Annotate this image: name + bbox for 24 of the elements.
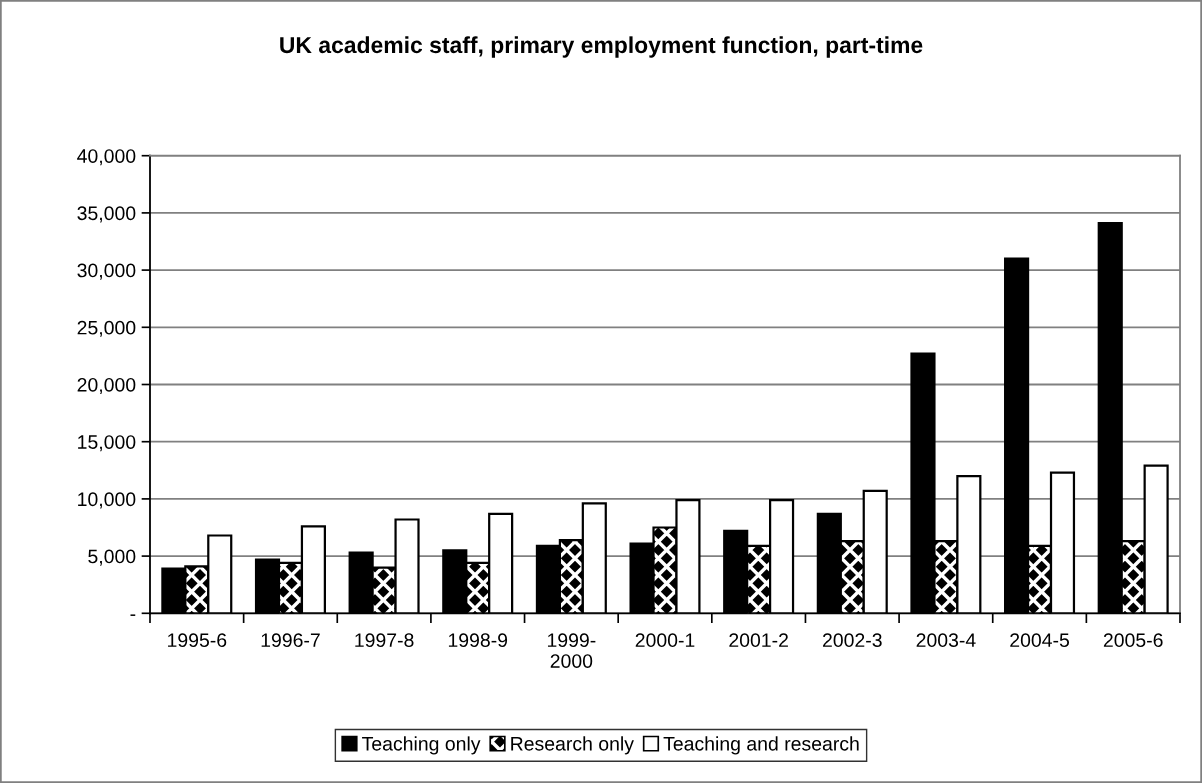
x-tick-label: 1999- 2000 — [547, 633, 596, 668]
x-tick-label: 1997-8 — [355, 633, 414, 648]
chart-title: UK academic staff, primary employment function, part-time — [280, 36, 923, 58]
legend-label: Teaching and research — [663, 736, 859, 755]
x-tick-label: 2002-3 — [822, 633, 882, 648]
x-tick-label: 2001-2 — [729, 633, 788, 648]
x-tick-label: 2005-6 — [1103, 633, 1163, 648]
y-tick-label: 20,000 — [77, 377, 136, 395]
x-tick-label: 1996-7 — [261, 633, 320, 648]
x-tick-label: 1995-6 — [168, 633, 227, 648]
y-tick-label: 35,000 — [77, 206, 136, 223]
legend-label: Teaching only — [362, 736, 481, 755]
x-tick-label: 2000-1 — [635, 633, 695, 648]
y-tick-label: 15,000 — [78, 435, 136, 452]
y-tick-label: 30,000 — [77, 263, 136, 280]
y-tick-label: - — [130, 614, 136, 616]
x-tick-label: 2003-4 — [916, 633, 976, 648]
y-tick-label: 40,000 — [77, 149, 136, 166]
y-tick-label: 25,000 — [77, 320, 136, 337]
x-tick-label: 1998-9 — [448, 633, 508, 648]
legend-label: Research only — [511, 736, 634, 755]
y-tick-label: 10,000 — [78, 492, 136, 509]
x-tick-label: 2004-5 — [1010, 633, 1070, 648]
y-tick-label: 5,000 — [88, 549, 136, 566]
